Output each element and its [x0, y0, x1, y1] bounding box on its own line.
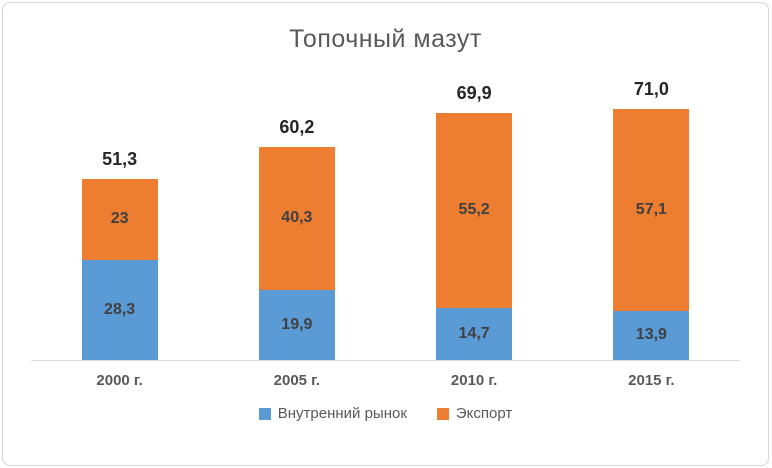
bar-group: 60,2 40,3 19,9: [208, 117, 385, 360]
x-axis-label: 2010 г.: [450, 372, 498, 389]
segment-label: 57,1: [635, 200, 667, 218]
x-axis-label: 2000 г.: [96, 372, 143, 389]
total-label: 51,3: [102, 148, 138, 169]
segment-label: 19,9: [281, 315, 313, 333]
segment-label: 14,7: [458, 325, 490, 342]
segment-label: 40,3: [281, 209, 313, 227]
legend-swatch-domestic-icon: [258, 407, 271, 420]
legend-swatch-export-icon: [436, 407, 449, 420]
bar-segment: 23: [81, 178, 158, 260]
segment-label: 13,9: [635, 326, 667, 344]
x-axis-label: 2005 г.: [273, 372, 321, 389]
bar-segment: 19,9: [258, 289, 335, 360]
legend-label-domestic: Внутренний рынок: [277, 405, 407, 422]
segment-label: 28,3: [104, 301, 136, 318]
bar-group: 71,0 57,1 13,9: [563, 79, 740, 360]
x-axis-label: 2015 г.: [628, 372, 675, 389]
plot-area: 51,3 23 28,3 60,2 40,3 19,9 69,9 55,2 14,7 71,0 57…: [31, 79, 740, 389]
bar-stack: 40,3 19,9: [258, 147, 335, 360]
total-label: 69,9: [456, 82, 492, 103]
bar-group: 51,3 23 28,3: [31, 149, 208, 360]
legend-item-export: Экспорт: [436, 405, 513, 422]
bar-segment: 28,3: [81, 260, 158, 360]
chart-title: Топочный мазут: [289, 25, 482, 53]
legend-label-export: Экспорт: [455, 405, 513, 422]
bar-segment: 14,7: [436, 308, 513, 360]
bar-group: 69,9 55,2 14,7: [386, 83, 563, 360]
bar-stack: 57,1 13,9: [613, 109, 690, 360]
bar-segment: 55,2: [436, 112, 513, 308]
bar-segment: 13,9: [613, 310, 690, 360]
x-axis-labels: 2000 г. 2005 г. 2010 г. 2015 г.: [31, 361, 740, 389]
bars-row: 51,3 23 28,3 60,2 40,3 19,9 69,9 55,2 14,7 71,0 57…: [31, 79, 740, 361]
total-label: 60,2: [279, 117, 315, 138]
segment-label: 55,2: [458, 201, 490, 219]
total-label: 71,0: [633, 79, 669, 100]
legend-item-domestic: Внутренний рынок: [258, 405, 407, 422]
legend: Внутренний рынок Экспорт: [3, 405, 768, 422]
bar-segment: 40,3: [258, 147, 335, 290]
segment-label: 23: [110, 210, 129, 228]
bar-stack: 55,2 14,7: [436, 112, 513, 360]
bar-stack: 23 28,3: [81, 178, 158, 360]
bar-segment: 57,1: [613, 109, 690, 311]
